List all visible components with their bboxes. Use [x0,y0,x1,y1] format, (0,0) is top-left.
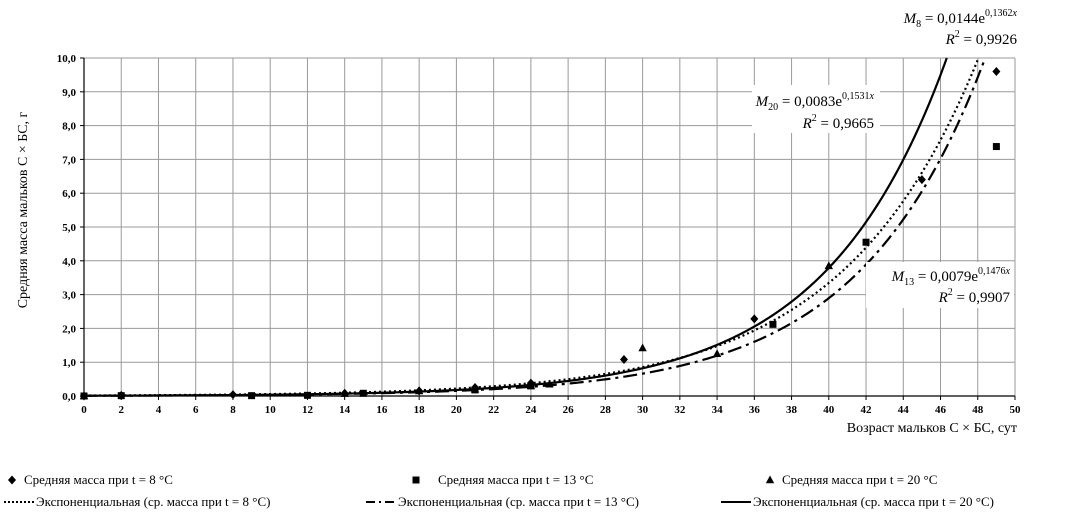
square-data-point [248,392,256,400]
x-tick-label: 16 [376,404,388,416]
y-tick-label: 10,0 [57,53,77,65]
x-tick-label: 28 [600,404,612,416]
triangle-data-point [824,261,833,270]
equation-8: M8 = 0,0144e0,1362x [903,8,1018,30]
legend-label: Экспоненциальная (ср. масса при t = 8 °C… [36,494,270,509]
y-axis-title: Средняя масса мальков С × БС, г [16,111,31,308]
x-tick-label: 34 [712,404,724,416]
legend-label: Экспоненциальная (ср. масса при t = 13 °… [398,494,639,509]
r-squared-20: R2 = 0,9665 [802,113,874,132]
x-tick-label: 20 [451,404,463,416]
x-tick-label: 44 [898,404,910,416]
legend-label: Средняя масса при t = 20 °C [782,472,937,487]
legend-diamond-marker [8,475,16,485]
y-tick-label: 6,0 [62,188,76,200]
equation-box-20 [752,85,880,133]
x-tick-label: 14 [339,404,351,416]
x-tick-label: 26 [563,404,575,416]
x-tick-label: 0 [81,404,87,416]
r-squared-13: R2 = 0,9907 [938,287,1011,306]
x-tick-label: 36 [749,404,761,416]
triangle-data-point [712,349,722,358]
x-tick-label: 4 [156,404,162,416]
trendline-20 [84,57,948,397]
diamond-data-point [917,175,926,185]
diamond-data-point [992,67,1001,77]
y-tick-label: 5,0 [62,222,76,234]
diamond-data-point [228,390,237,400]
triangle-data-point [79,391,89,400]
data-points [79,67,1001,401]
triangle-data-point [340,389,349,397]
triangle-data-point [470,384,480,393]
legend-label: Средняя масса при t = 8 °C [24,472,173,487]
x-tick-label: 22 [488,404,500,416]
r-squared-8: R2 = 0,9926 [945,29,1018,48]
square-data-point [862,238,870,246]
x-tick-label: 12 [302,404,314,416]
x-tick-label: 10 [265,404,277,416]
x-tick-label: 42 [861,404,873,416]
square-data-point [992,143,1000,151]
x-tick-label: 6 [193,404,199,416]
y-tick-label: 2,0 [62,323,76,335]
square-data-point [359,389,367,397]
trendlines [84,57,987,397]
equation-20: M20 = 0,0083e0,1531x [755,91,875,113]
y-tick-label: 3,0 [62,290,76,302]
x-tick-label: 50 [1010,404,1022,416]
diamond-data-point [619,354,628,364]
x-tick-label: 24 [525,404,537,416]
x-tick-label: 30 [637,404,649,416]
legend-label: Экспоненциальная (ср. масса при t = 20 °… [753,494,994,509]
x-tick-label: 32 [674,404,686,416]
triangle-data-point [526,381,536,390]
legend-square-marker [412,476,420,484]
y-tick-label: 7,0 [62,154,76,166]
square-data-point [303,391,311,399]
x-tick-label: 40 [823,404,835,416]
y-tick-label: 9,0 [62,87,76,99]
equation-box-8 [848,4,1024,50]
square-data-point [769,320,777,328]
x-tick-label: 48 [972,404,984,416]
equation-box-13 [866,262,1014,308]
x-tick-label: 8 [230,404,236,416]
triangle-data-point [414,386,424,395]
axis-titles: Возраст мальков С × БС, сут Средняя масс… [16,111,1017,436]
triangle-data-point [638,343,647,352]
square-data-point [117,392,125,400]
legend-triangle-marker [765,475,775,484]
diamond-data-point [750,314,759,324]
y-tick-label: 1,0 [62,357,76,369]
x-tick-label: 46 [935,404,947,416]
y-tick-label: 8,0 [62,121,76,133]
x-axis-title: Возраст мальков С × БС, сут [847,421,1017,436]
grid [84,57,1016,396]
x-tick-label: 2 [118,404,124,416]
legend-label: Средняя масса при t = 13 °C [438,472,593,487]
triangle-data-point [545,379,554,388]
legend: Средняя масса при t = 8 °C Средняя масса … [4,472,994,509]
x-tick-label: 18 [414,404,426,416]
equation-13: M13 = 0,0079e0,1476x [891,266,1011,288]
y-tick-label: 0,0 [62,391,76,403]
x-tick-label: 38 [786,404,798,416]
y-tick-label: 4,0 [62,256,76,268]
